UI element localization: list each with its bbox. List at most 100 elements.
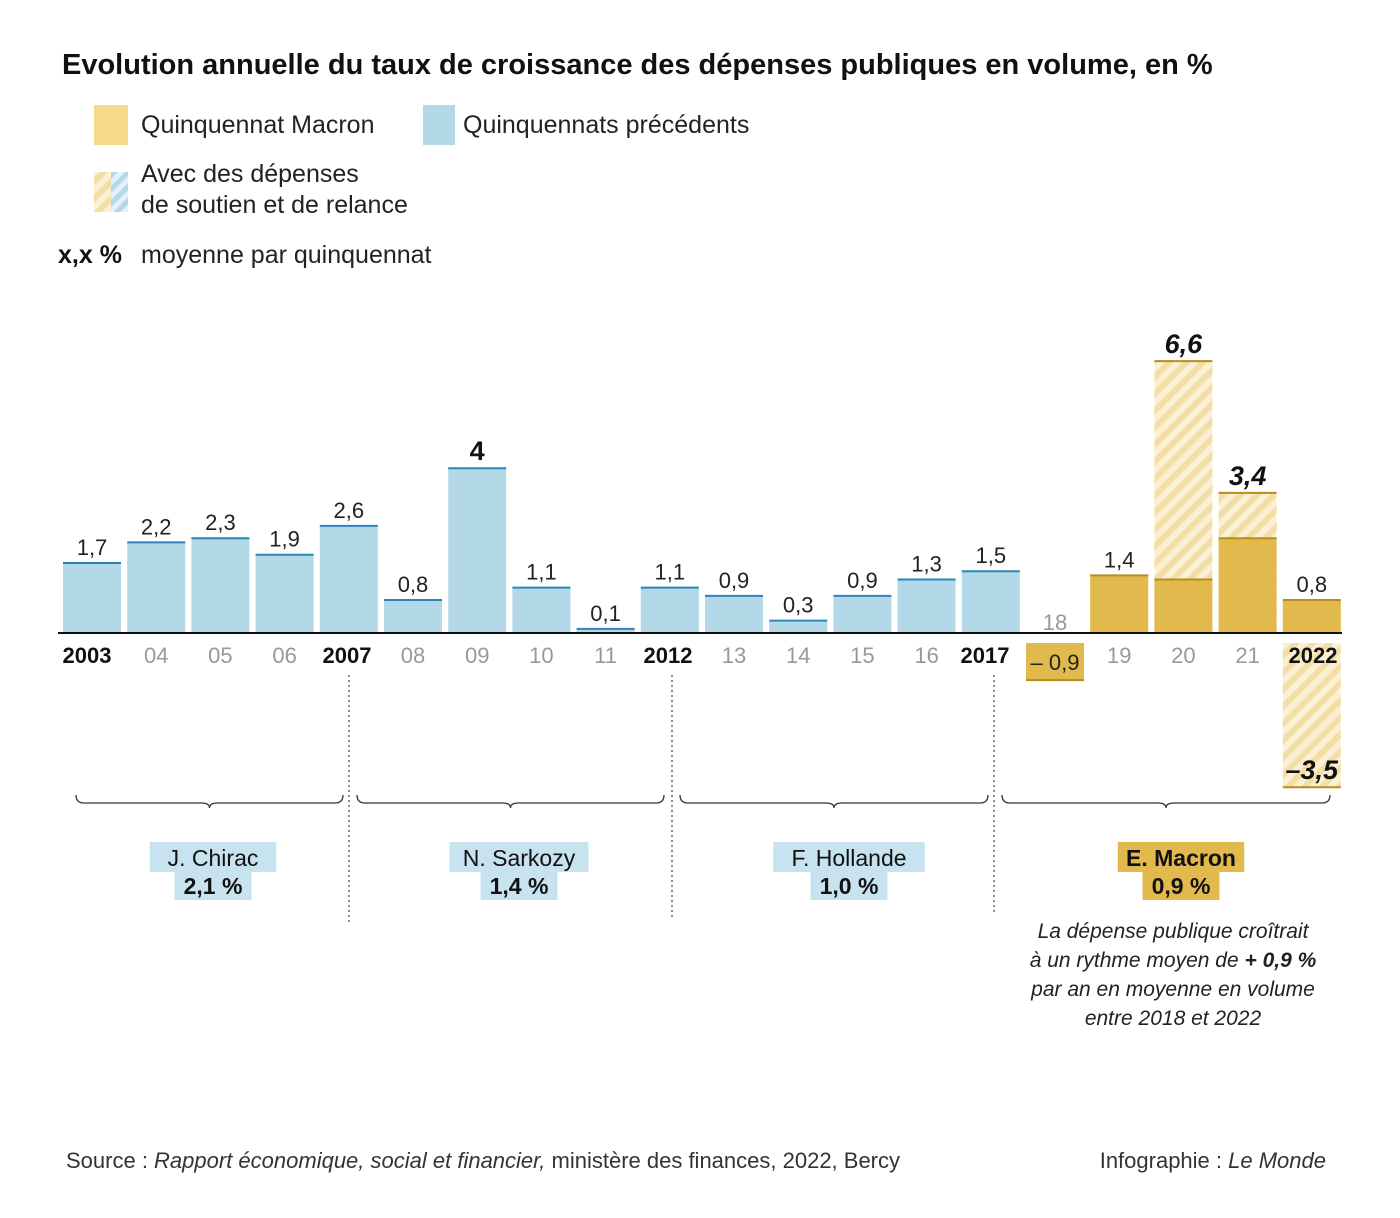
bar-support-2022	[1282, 643, 1341, 788]
legend: Quinquennat Macron Quinquennats précéden…	[58, 105, 749, 269]
value-label-16: 1,3	[911, 551, 942, 576]
x-tick-label-13: 13	[722, 643, 746, 668]
bar-11	[576, 628, 635, 633]
bar-10	[512, 587, 571, 633]
value-label-11: 0,1	[590, 601, 621, 626]
x-tick-label-09: 09	[465, 643, 489, 668]
x-tick-label-14: 14	[786, 643, 810, 668]
legend-swatch-macron	[94, 105, 128, 145]
bar-08	[384, 600, 442, 633]
tag-average-3: 0,9 %	[1152, 873, 1211, 899]
tag-avg-bg-3	[1142, 871, 1220, 900]
x-tick-label-2003: 2003	[63, 643, 112, 668]
tag-name-0: J. Chirac	[168, 845, 259, 871]
x-tick-label-05: 05	[208, 643, 232, 668]
tag-name-3: E. Macron	[1126, 845, 1236, 871]
value-label-06: 1,9	[269, 527, 300, 552]
value-label-05: 2,3	[205, 510, 236, 535]
bar-2007	[319, 525, 378, 633]
bars-group: 1,7 2,2 2,3 1,9 2,6 0,8 4 1,1 0,1 1,1 0,9 0,3 0,9 1,3…	[63, 329, 1341, 789]
bar-13	[705, 595, 763, 633]
tag-avg-bg-0	[174, 871, 252, 900]
x-tick-label-2017: 2017	[961, 643, 1010, 668]
x-tick-label-2022: 2022	[1289, 643, 1338, 668]
value-label-2007: 2,6	[334, 498, 365, 523]
value-label-13: 0,9	[719, 568, 750, 593]
brace-3	[1001, 794, 1331, 809]
value-label-14: 0,3	[783, 593, 814, 618]
annotation-line2-text: à un rythme moyen de	[1030, 949, 1245, 972]
source-report: Rapport économique, social et financier,	[154, 1148, 545, 1173]
macron-annotation: La dépense publique croîtrait à un rythm…	[1030, 920, 1317, 1030]
value-label-2017: 1,5	[976, 543, 1007, 568]
x-tick-label-08: 08	[401, 643, 425, 668]
bar-06	[255, 554, 314, 633]
source-rest: ministère des finances, 2022, Bercy	[545, 1148, 900, 1173]
x-axis: 2003 04 05 06 2007 08 09 10 11 2012 13 14 15 16 2017 18…	[58, 610, 1342, 668]
annotation-line4: entre 2018 et 2022	[1085, 1007, 1262, 1030]
bar-19	[1090, 575, 1149, 633]
presidency-braces	[75, 794, 1331, 809]
value-label-10: 1,1	[526, 560, 557, 585]
brace-2	[679, 794, 989, 809]
tag-name-1: N. Sarkozy	[463, 845, 576, 871]
value-label-2022: 0,8	[1297, 572, 1328, 597]
x-tick-label-2007: 2007	[323, 643, 372, 668]
x-tick-label-20: 20	[1171, 643, 1195, 668]
source-text: Source : Rapport économique, social et f…	[66, 1148, 900, 1173]
x-tick-label-04: 04	[144, 643, 168, 668]
annotation-line2-value: + 0,9 %	[1244, 949, 1316, 972]
tag-name-2: F. Hollande	[791, 845, 906, 871]
tag-name-bg-1	[449, 842, 589, 872]
value-label-15: 0,9	[847, 568, 878, 593]
bar-2022	[1282, 600, 1341, 633]
legend-swatch-support	[94, 172, 128, 212]
value-label-support-21: 3,4	[1229, 461, 1267, 491]
bar-09	[448, 468, 507, 633]
credit-name: Le Monde	[1228, 1148, 1326, 1173]
bar-15	[833, 595, 892, 633]
value-label-2003: 1,7	[77, 535, 108, 560]
value-label-support-20: 6,6	[1165, 329, 1204, 359]
chart-title: Evolution annuelle du taux de croissance…	[62, 49, 1213, 81]
value-label-19: 1,4	[1104, 547, 1135, 572]
tag-avg-bg-2	[810, 871, 888, 900]
value-label-18: – 0,9	[1031, 650, 1080, 675]
legend-label-previous: Quinquennats précédents	[463, 111, 749, 139]
tag-average-2: 1,0 %	[820, 873, 879, 899]
bar-05	[191, 538, 250, 633]
brace-0	[75, 794, 344, 809]
x-tick-label-19: 19	[1107, 643, 1131, 668]
tag-name-bg-3	[1117, 842, 1245, 872]
x-tick-label-11: 11	[594, 643, 617, 668]
bar-2012	[640, 587, 699, 633]
bar-2017	[961, 571, 1020, 633]
value-label-09: 4	[470, 436, 485, 466]
tag-average-1: 1,4 %	[490, 873, 549, 899]
legend-label-support-line2: de soutien et de relance	[141, 191, 408, 219]
tag-name-bg-0	[149, 842, 277, 872]
annotation-line2: à un rythme moyen de + 0,9 %	[1030, 949, 1317, 972]
presidency-dividers	[348, 675, 995, 925]
legend-swatch-previous	[423, 105, 455, 145]
tag-avg-bg-1	[480, 871, 558, 900]
tag-name-bg-2	[773, 842, 925, 872]
credit-prefix: Infographie :	[1100, 1148, 1228, 1173]
bar-04	[127, 542, 186, 633]
annotation-line3: par an en moyenne en volume	[1030, 978, 1315, 1001]
bar-14	[769, 620, 828, 633]
x-tick-label-10: 10	[529, 643, 553, 668]
annotation-line1: La dépense publique croîtrait	[1038, 920, 1310, 943]
legend-label-support-line1: Avec des dépenses	[141, 160, 359, 188]
value-label-2012: 1,1	[655, 560, 686, 585]
legend-average-key: x,x %	[58, 241, 122, 269]
bar-18	[1026, 643, 1084, 681]
bar-21	[1218, 538, 1277, 633]
source-prefix: Source :	[66, 1148, 154, 1173]
x-tick-label-06: 06	[272, 643, 296, 668]
x-tick-label-2012: 2012	[644, 643, 693, 668]
value-label-support-2022: –3,5	[1286, 755, 1340, 785]
bar-20	[1154, 579, 1213, 633]
